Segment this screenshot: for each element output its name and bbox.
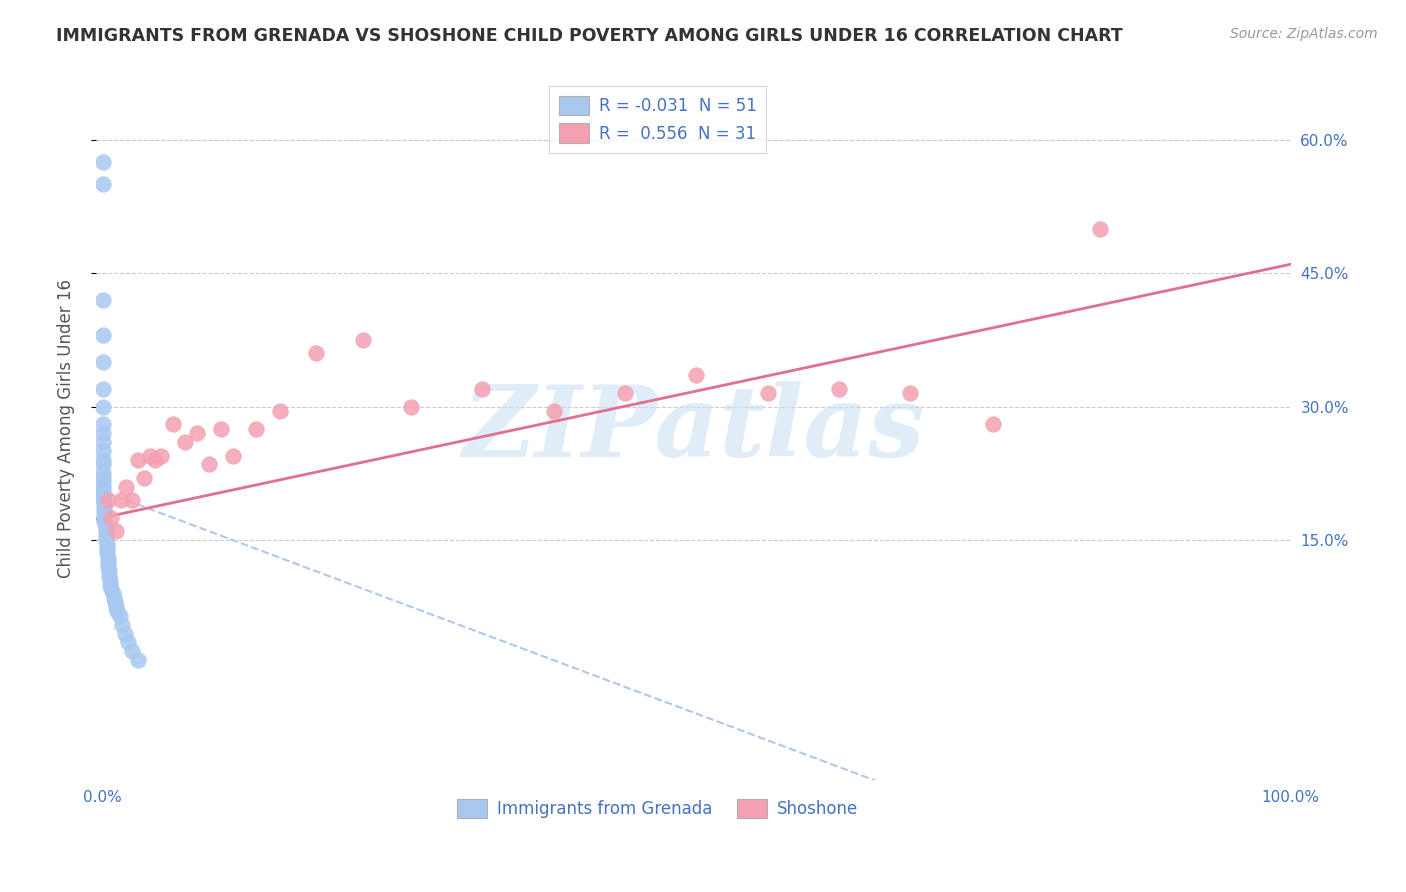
- Point: [222, 449, 245, 463]
- Point: [91, 467, 114, 481]
- Point: [138, 449, 160, 463]
- Point: [91, 453, 114, 467]
- Point: [828, 382, 851, 396]
- Point: [898, 386, 921, 401]
- Point: [91, 458, 114, 472]
- Point: [105, 524, 128, 538]
- Point: [93, 511, 115, 525]
- Point: [98, 577, 121, 591]
- Point: [91, 444, 114, 458]
- Point: [93, 498, 115, 512]
- Point: [100, 582, 122, 596]
- Point: [93, 516, 115, 530]
- Point: [97, 493, 120, 508]
- Point: [91, 155, 114, 169]
- Point: [108, 608, 131, 623]
- Text: Source: ZipAtlas.com: Source: ZipAtlas.com: [1230, 27, 1378, 41]
- Point: [91, 382, 114, 396]
- Point: [174, 435, 197, 450]
- Point: [613, 386, 636, 401]
- Point: [399, 400, 422, 414]
- Point: [132, 471, 155, 485]
- Point: [91, 480, 114, 494]
- Point: [114, 626, 136, 640]
- Point: [756, 386, 779, 401]
- Point: [105, 599, 128, 614]
- Point: [91, 493, 114, 508]
- Point: [91, 400, 114, 414]
- Point: [98, 564, 121, 578]
- Point: [111, 617, 134, 632]
- Point: [471, 382, 494, 396]
- Point: [127, 653, 149, 667]
- Point: [114, 480, 136, 494]
- Point: [91, 328, 114, 343]
- Point: [97, 550, 120, 565]
- Point: [91, 178, 114, 192]
- Point: [101, 586, 124, 600]
- Point: [145, 453, 167, 467]
- Point: [269, 404, 291, 418]
- Point: [93, 507, 115, 521]
- Point: [97, 559, 120, 574]
- Point: [100, 511, 122, 525]
- Point: [91, 471, 114, 485]
- Point: [96, 546, 118, 560]
- Point: [121, 493, 143, 508]
- Point: [150, 449, 173, 463]
- Text: ZIPatlas: ZIPatlas: [463, 381, 925, 477]
- Point: [91, 489, 114, 503]
- Point: [91, 435, 114, 450]
- Point: [685, 368, 707, 383]
- Point: [104, 595, 127, 609]
- Point: [94, 520, 117, 534]
- Point: [107, 604, 129, 618]
- Legend: Immigrants from Grenada, Shoshone: Immigrants from Grenada, Shoshone: [450, 792, 865, 825]
- Point: [110, 493, 132, 508]
- Point: [91, 355, 114, 369]
- Point: [94, 524, 117, 538]
- Point: [94, 533, 117, 547]
- Point: [198, 458, 221, 472]
- Point: [91, 426, 114, 441]
- Point: [353, 333, 375, 347]
- Point: [127, 453, 149, 467]
- Point: [245, 422, 267, 436]
- Point: [96, 541, 118, 556]
- Point: [1090, 221, 1112, 235]
- Point: [305, 346, 328, 360]
- Point: [98, 568, 121, 582]
- Point: [209, 422, 232, 436]
- Point: [93, 502, 115, 516]
- Point: [91, 484, 114, 499]
- Point: [91, 417, 114, 432]
- Point: [96, 537, 118, 551]
- Point: [543, 404, 565, 418]
- Point: [162, 417, 184, 432]
- Point: [117, 635, 139, 649]
- Point: [103, 591, 125, 605]
- Point: [983, 417, 1005, 432]
- Point: [91, 475, 114, 490]
- Point: [98, 573, 121, 587]
- Point: [97, 555, 120, 569]
- Point: [121, 644, 143, 658]
- Text: IMMIGRANTS FROM GRENADA VS SHOSHONE CHILD POVERTY AMONG GIRLS UNDER 16 CORRELATI: IMMIGRANTS FROM GRENADA VS SHOSHONE CHIL…: [56, 27, 1123, 45]
- Point: [91, 293, 114, 307]
- Point: [94, 528, 117, 542]
- Point: [186, 426, 208, 441]
- Y-axis label: Child Poverty Among Girls Under 16: Child Poverty Among Girls Under 16: [58, 279, 75, 578]
